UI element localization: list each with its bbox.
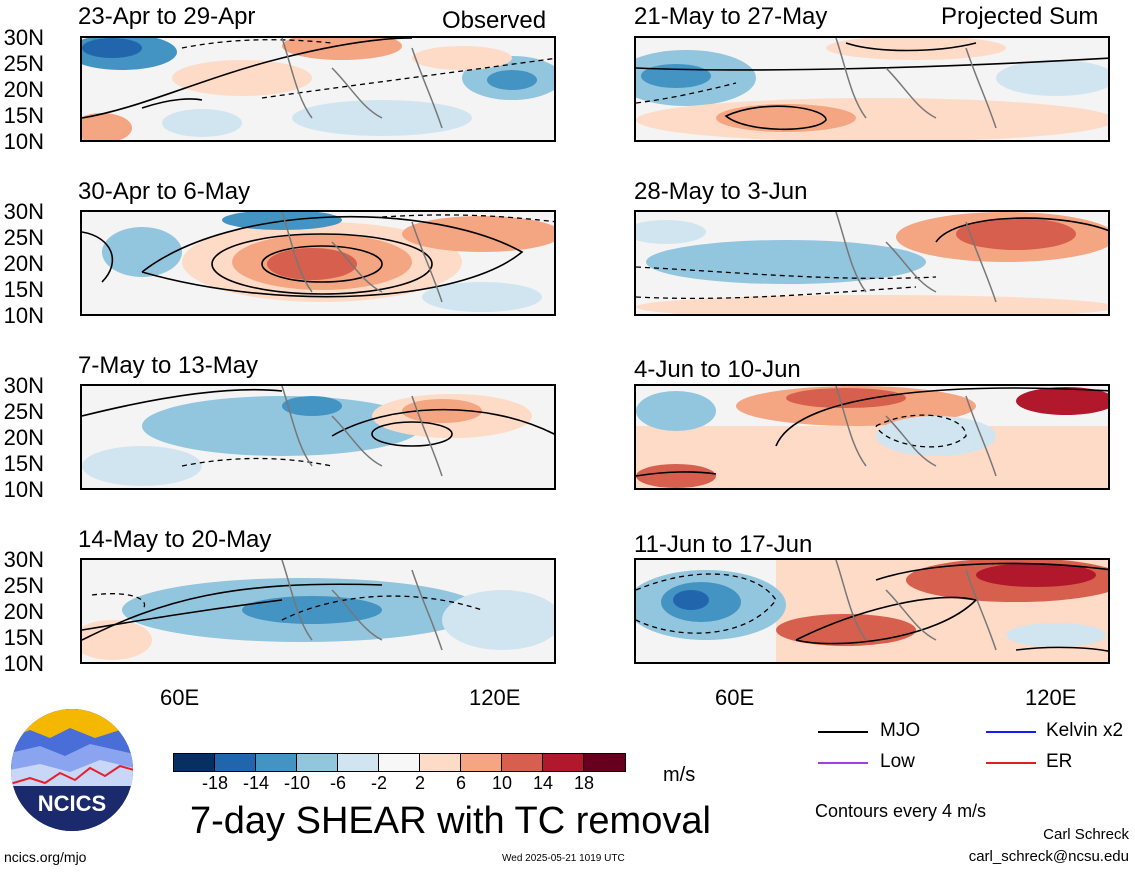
lat-label: 10N	[3, 651, 44, 676]
map-panel-8	[634, 558, 1110, 664]
map-panel-2	[634, 36, 1110, 142]
colorbar-units: m/s	[663, 764, 696, 786]
lat-label: 15N	[3, 625, 44, 650]
colorbar-swatch	[584, 754, 625, 771]
lat-label: 30N	[3, 373, 44, 398]
colorbar-swatch	[543, 754, 584, 771]
map-panel-5	[80, 384, 556, 490]
map-panel-1	[80, 36, 556, 142]
colorbar-tick-label: 10	[491, 773, 513, 793]
colorbar-tick-label: 6	[455, 773, 467, 793]
shear-field-map	[82, 38, 554, 140]
timestamp: Wed 2025-05-21 1019 UTC	[502, 853, 625, 864]
lat-label: 20N	[3, 599, 44, 624]
panel-title-3: 30-Apr to 6-May	[78, 178, 251, 205]
legend-line-kelvin	[986, 731, 1036, 733]
panel-title-5: 7-May to 13-May	[78, 352, 259, 379]
colorbar-swatch	[420, 754, 461, 771]
colorbar	[173, 753, 626, 772]
legend-label-mjo: MJO	[880, 720, 921, 741]
author-email[interactable]: carl_schreck@ncsu.edu	[968, 848, 1129, 865]
lat-label: 15N	[3, 103, 44, 128]
shear-field-map	[636, 212, 1108, 314]
lat-label: 10N	[3, 477, 44, 502]
lat-label: 20N	[3, 251, 44, 276]
map-panel-6	[634, 384, 1110, 490]
shear-field-map	[636, 560, 1108, 662]
colorbar-swatch	[215, 754, 256, 771]
lat-label: 25N	[3, 51, 44, 76]
colorbar-tick-label: -18	[201, 773, 229, 793]
legend-label-low: Low	[880, 751, 915, 772]
panel-title-6: 4-Jun to 10-Jun	[634, 356, 801, 383]
colorbar-tick-label: -14	[242, 773, 270, 793]
shear-field-map	[82, 212, 554, 312]
colorbar-tick-label: -6	[329, 773, 347, 793]
lon-label-60e-left: 60E	[160, 685, 200, 710]
lat-label: 25N	[3, 573, 44, 598]
colorbar-swatch	[502, 754, 543, 771]
panel-title-7: 14-May to 20-May	[78, 526, 272, 553]
lon-label-60e-right: 60E	[715, 685, 755, 710]
panel-tag-projected: Projected Sum	[941, 3, 1099, 30]
site-url[interactable]: ncics.org/mjo	[4, 849, 87, 865]
lat-label: 10N	[3, 129, 44, 154]
legend-line-er	[986, 762, 1036, 764]
lon-label-120e-right: 120E	[1025, 685, 1077, 710]
colorbar-swatch	[174, 754, 215, 771]
shear-field-map	[636, 386, 1108, 488]
ncics-logo: NCICS	[10, 708, 134, 832]
shear-field-map	[82, 386, 554, 486]
lat-label: 15N	[3, 277, 44, 302]
lat-label: 20N	[3, 77, 44, 102]
lat-label: 25N	[3, 399, 44, 424]
panel-title-8: 11-Jun to 17-Jun	[634, 531, 813, 558]
panel-title-1: 23-Apr to 29-Apr	[78, 3, 256, 30]
shear-field-map	[82, 560, 554, 660]
lat-label: 15N	[3, 451, 44, 476]
map-panel-3	[80, 210, 556, 316]
lat-label: 25N	[3, 225, 44, 250]
lat-label: 30N	[3, 25, 44, 50]
map-panel-7	[80, 558, 556, 664]
panel-title-4: 28-May to 3-Jun	[634, 178, 808, 205]
main-title: 7-day SHEAR with TC removal	[190, 800, 711, 842]
lat-label: 30N	[3, 547, 44, 572]
lon-label-120e-left: 120E	[469, 685, 521, 710]
map-panel-4	[634, 210, 1110, 316]
colorbar-swatch	[297, 754, 338, 771]
colorbar-swatch	[338, 754, 379, 771]
lat-label: 30N	[3, 199, 44, 224]
colorbar-swatch	[256, 754, 297, 771]
colorbar-tick-label: -10	[283, 773, 311, 793]
lat-label: 10N	[3, 303, 44, 328]
colorbar-tick-label: 2	[414, 773, 426, 793]
panel-tag-observed: Observed	[442, 7, 547, 34]
contours-note: Contours every 4 m/s	[815, 801, 987, 821]
panel-title-2: 21-May to 27-May	[634, 3, 828, 30]
logo-text: NCICS	[38, 791, 106, 816]
colorbar-tick-label: 14	[532, 773, 554, 793]
colorbar-swatch	[379, 754, 420, 771]
legend-line-mjo	[818, 731, 868, 733]
legend-line-low	[818, 762, 868, 764]
colorbar-tick-label: 18	[573, 773, 595, 793]
legend-label-er: ER	[1046, 751, 1073, 772]
legend-label-kelvin: Kelvin x2	[1046, 720, 1124, 741]
author-name: Carl Schreck	[1043, 826, 1129, 843]
colorbar-swatch	[461, 754, 502, 771]
colorbar-tick-label: -2	[370, 773, 388, 793]
lat-label: 20N	[3, 425, 44, 450]
shear-field-map	[636, 38, 1108, 140]
